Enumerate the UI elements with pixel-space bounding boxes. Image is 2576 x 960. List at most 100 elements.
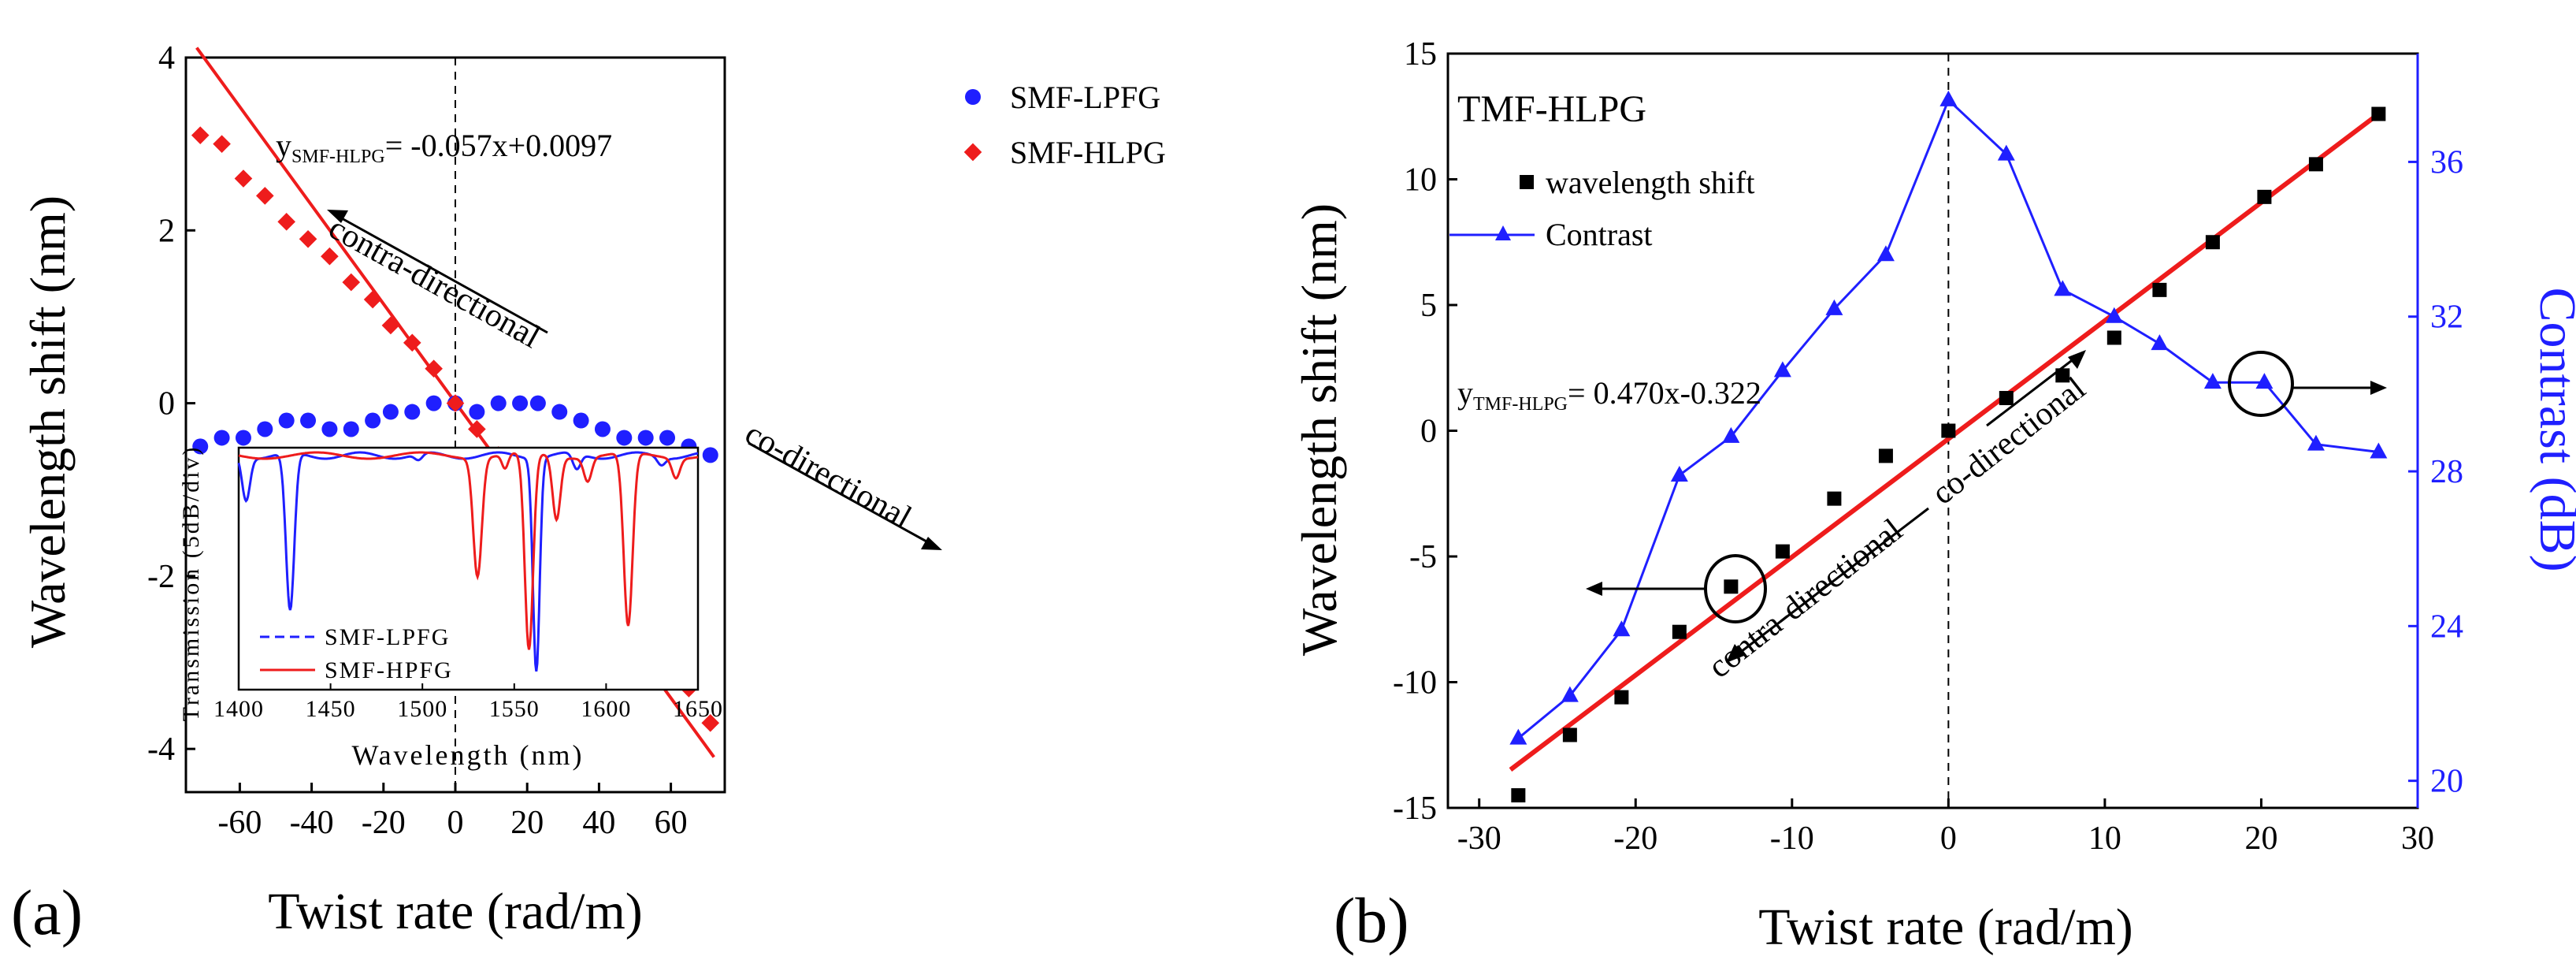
y-tick-label-a: -4 xyxy=(147,731,175,768)
point-smf-lpfg xyxy=(702,447,718,463)
contra-arrow-a xyxy=(327,210,548,334)
point-wavelength-shift xyxy=(1775,544,1790,559)
point-wavelength-shift xyxy=(2152,282,2167,297)
point-smf-hlpg xyxy=(701,713,720,732)
point-smf-lpfg xyxy=(404,404,421,420)
panel-a: -60 -40 -20 0 20 40 60 -4 -20 2 4 Twist rate (rad… xyxy=(11,40,1166,948)
inset-curve-smf-hpfg xyxy=(238,451,699,650)
y-tick-label-a: 2 xyxy=(158,213,175,249)
point-wavelength-shift xyxy=(2205,235,2220,250)
point-smf-hlpg xyxy=(299,229,317,248)
point-smf-lpfg xyxy=(512,395,529,411)
y2-tick-label-b: 32 xyxy=(2430,300,2463,336)
inset-frame xyxy=(237,446,700,691)
x-tick-label-b: -10 xyxy=(1770,820,1814,857)
x-axis-b: -30 -20 -10 0 10 20 30 xyxy=(1457,798,2434,857)
inset-x-axis: 1400 1450 1500 1550 1600 1650 xyxy=(213,683,723,722)
chart-title-b: TMF-HLPG xyxy=(1457,88,1646,130)
right-axis-pointer xyxy=(2228,351,2387,417)
inset-x-tick-label: 1500 xyxy=(397,696,447,722)
inset-legend-label-smf-lpfg: SMF-LPFG xyxy=(325,624,450,650)
point-contrast xyxy=(1825,299,1843,315)
y-tick-label-b: 10 xyxy=(1404,162,1437,199)
x-tick-label-a: 0 xyxy=(447,805,464,841)
point-wavelength-shift xyxy=(2257,189,2272,204)
co-arrow-b xyxy=(1986,350,2086,427)
point-smf-hlpg xyxy=(363,290,382,309)
series-wavelength-shift xyxy=(1511,106,2386,803)
x-tick-label-b: 20 xyxy=(2244,820,2277,857)
point-smf-lpfg xyxy=(300,412,317,429)
panel-label-b: (b) xyxy=(1334,884,1409,956)
inset-x-tick-label: 1400 xyxy=(213,696,264,722)
panel-label-a: (a) xyxy=(11,876,83,948)
left-axis-pointer xyxy=(1586,554,1767,623)
x-tick-label-a: -20 xyxy=(362,805,406,841)
x-tick-label-a: 20 xyxy=(510,805,544,841)
point-wavelength-shift xyxy=(1672,624,1687,639)
y-tick-label-b: -5 xyxy=(1409,539,1437,575)
point-smf-lpfg xyxy=(257,421,273,437)
inset-legend: SMF-LPFG SMF-HPFG xyxy=(260,624,451,683)
y2-axis-label-b: Contrast (dB) xyxy=(2529,287,2576,571)
y-tick-label-b: -15 xyxy=(1393,791,1437,827)
x-tick-label-a: -40 xyxy=(290,805,334,841)
series-smf-lpfg xyxy=(192,395,718,463)
point-contrast xyxy=(1997,144,2015,161)
x-axis-label-a: Twist rate (rad/m) xyxy=(268,883,643,940)
point-contrast xyxy=(1876,245,1895,262)
legend-b: wavelength shift Contrast xyxy=(1449,165,1755,252)
point-smf-hlpg xyxy=(342,273,361,292)
point-smf-lpfg xyxy=(343,421,359,437)
legend-label-contrast: Contrast xyxy=(1546,217,1653,252)
point-contrast xyxy=(1939,90,1958,106)
inset-x-tick-label: 1450 xyxy=(306,696,356,722)
point-smf-lpfg xyxy=(659,430,676,446)
legend-label-wavelength-shift: wavelength shift xyxy=(1546,165,1755,200)
x-tick-label-a: -60 xyxy=(217,805,262,841)
point-contrast xyxy=(2054,280,2072,296)
point-wavelength-shift xyxy=(2308,157,2323,172)
y2-tick-label-b: 20 xyxy=(2430,764,2463,800)
point-contrast xyxy=(2203,373,2222,389)
point-wavelength-shift xyxy=(1562,727,1577,742)
point-wavelength-shift xyxy=(2371,106,2386,121)
co-arrow-a xyxy=(748,441,942,550)
legend-label-smf-hlpg: SMF-HLPG xyxy=(1010,135,1166,170)
point-contrast xyxy=(1509,728,1527,745)
y-tick-label-a: 0 xyxy=(158,386,175,422)
point-smf-lpfg xyxy=(213,430,230,446)
point-wavelength-shift xyxy=(1614,690,1629,705)
y-axis-label-b: Wavelength shift (nm) xyxy=(1291,203,1347,656)
fit-line-b-path xyxy=(1509,110,2384,772)
x-tick-label-a: 60 xyxy=(655,805,688,841)
inset-curve-smf-lpfg xyxy=(237,451,699,672)
y-axis-label-a: Wavelength shift (nm) xyxy=(20,195,76,648)
point-smf-lpfg xyxy=(616,430,633,446)
inset-x-tick-label: 1550 xyxy=(489,696,540,722)
x-tick-label-b: -20 xyxy=(1613,820,1657,857)
inset-x-label: Wavelength (nm) xyxy=(351,739,584,771)
x-tick-label-a: 40 xyxy=(582,805,615,841)
point-wavelength-shift xyxy=(1878,448,1893,463)
legend-marker-contrast xyxy=(1495,225,1511,240)
x-tick-label-b: 30 xyxy=(2401,820,2434,857)
point-smf-lpfg xyxy=(490,395,507,411)
y-axis-left-b: -15 -10 -5 0 5 10 15 xyxy=(1393,36,1457,827)
point-smf-lpfg xyxy=(573,412,589,429)
y-tick-label-a: 4 xyxy=(158,40,175,76)
point-smf-hlpg xyxy=(381,316,400,335)
point-contrast xyxy=(1722,426,1740,443)
point-smf-lpfg xyxy=(469,404,485,420)
point-smf-lpfg xyxy=(235,430,251,446)
point-contrast xyxy=(1670,465,1688,482)
point-smf-lpfg xyxy=(551,404,568,420)
y2-tick-label-b: 36 xyxy=(2430,144,2463,180)
inset-x-tick-label: 1650 xyxy=(673,696,723,722)
point-smf-lpfg xyxy=(382,404,399,420)
y-tick-label-b: -10 xyxy=(1393,665,1437,701)
fit-equation-b: yTMF-HLPG= 0.470x-0.322 xyxy=(1457,375,1761,415)
point-wavelength-shift xyxy=(1827,491,1842,506)
x-axis-a: -60 -40 -20 0 20 40 60 xyxy=(217,783,688,841)
